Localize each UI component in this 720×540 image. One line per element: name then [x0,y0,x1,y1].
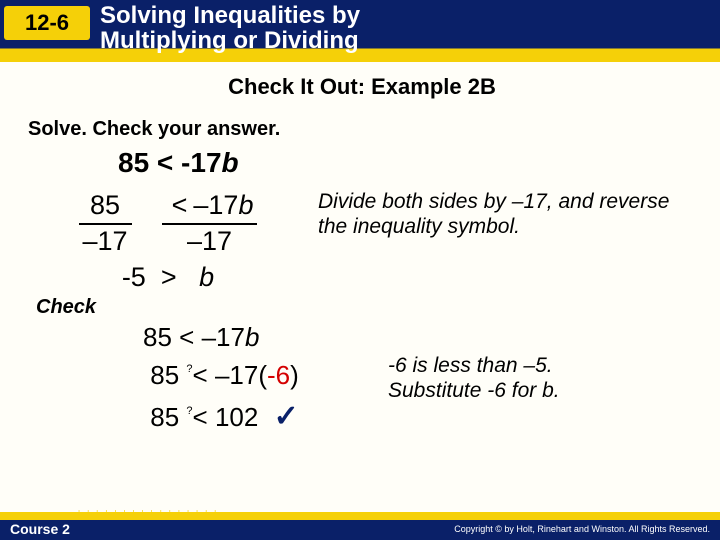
cl2-right-sub: -6 [267,360,290,390]
num-left: 85 [90,190,120,220]
problem-inequality: 85 < -17b [118,147,696,179]
rel-symbol: < [172,190,188,220]
content-area: Check It Out: Example 2B Solve. Check yo… [0,62,720,438]
explain2-line1: -6 is less than –5. [388,354,553,377]
cl3-right: 102 [215,402,258,432]
cl2-right-coef: –17( [215,360,267,390]
work-row: 85 –17 <–17b –17 -5 > b Divide both side… [28,189,696,294]
cl2-right-close: ) [290,360,299,390]
question-mark-1: ? [186,363,192,375]
title-line1: Solving Inequalities by [100,2,360,29]
explanation-1: Divide both sides by –17, and reverse th… [308,189,696,239]
frac-left-top: 85 [79,189,132,225]
cl1-right-coef: –17 [202,322,245,352]
check-line-3: 85 ?< 102 ✓ [143,395,378,439]
cl2-left: 85 [150,360,179,390]
num-right-coef: –17 [193,190,238,220]
check-label: Check [36,296,696,319]
check-lines: 85 < –17b 85 ?< –17(-6) 85 ?< 102 ✓ [143,319,378,438]
result-right: b [199,262,214,292]
example-title: Check It Out: Example 2B [28,74,696,100]
header-bar: 12-6 Solving Inequalities by Multiplying… [0,0,720,62]
frac-right-top: <–17b [162,189,258,225]
fraction-row: 85 –17 <–17b –17 [28,189,308,259]
footer-bar: Course 2 Copyright © by Holt, Rinehart a… [0,512,720,540]
result-left: -5 [122,262,146,292]
check-line-1: 85 < –17b [143,319,378,357]
explain2-line2: Substitute -6 for b. [388,379,560,402]
result-rel: > [161,262,177,292]
result-line: -5 > b [28,261,308,295]
lesson-number-badge: 12-6 [4,6,90,40]
fraction-left: 85 –17 [79,189,132,259]
copyright-text: Copyright © by Holt, Rinehart and Winsto… [454,524,710,534]
problem-lhs: 85 < -17 [118,147,222,178]
check-row: 85 < –17b 85 ?< –17(-6) 85 ?< 102 ✓ -6 i [28,319,696,438]
cl3-left: 85 [150,402,179,432]
cl1-rel: < [179,322,194,352]
work-steps: 85 –17 <–17b –17 -5 > b [28,189,308,294]
cl2-rel: < [193,360,208,390]
question-mark-2: ? [186,405,192,417]
lesson-title: Solving Inequalities by Multiplying or D… [100,3,360,53]
cl1-right-var: b [245,322,259,352]
instruction-text: Solve. Check your answer. [28,118,696,141]
num-right-var: b [238,190,253,220]
cl1-left: 85 [143,322,172,352]
den-left: –17 [79,225,132,259]
check-line-2: 85 ?< –17(-6) [143,357,378,395]
cl3-rel: < [193,402,208,432]
problem-var: b [222,147,239,178]
fraction-right: <–17b –17 [162,189,258,259]
explanation-2: -6 is less than –5. Substitute -6 for b. [378,319,696,403]
checkmark-icon: ✓ [274,400,299,433]
den-right: –17 [162,225,258,259]
title-line2: Multiplying or Dividing [100,27,359,54]
check-work: 85 < –17b 85 ?< –17(-6) 85 ?< 102 ✓ [28,319,378,438]
course-label: Course 2 [10,521,70,537]
